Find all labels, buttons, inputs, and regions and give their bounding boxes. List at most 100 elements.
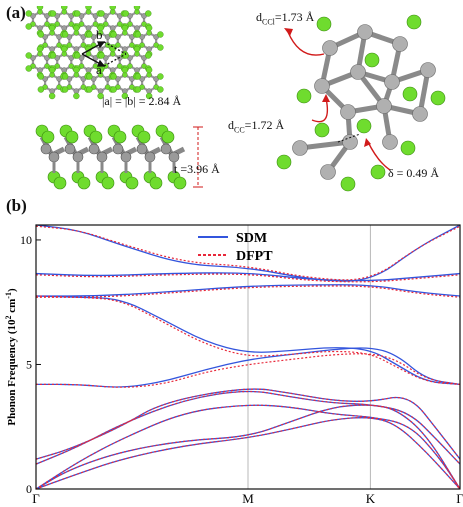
y-axis-label: Phonon Frequency (102 cm-1) xyxy=(4,288,19,426)
chlorine-atom xyxy=(133,6,141,11)
chlorine-atom xyxy=(145,66,153,74)
chlorine-atom xyxy=(316,16,332,32)
sdm-band-line xyxy=(35,284,461,297)
chlorine-atom xyxy=(145,10,152,17)
chlorine-atom xyxy=(121,66,129,74)
chlorine-atom-top xyxy=(113,130,127,144)
chlorine-atom xyxy=(276,154,292,170)
chlorine-atom xyxy=(86,31,93,38)
chlorine-atom xyxy=(134,86,142,93)
carbon-atom xyxy=(96,151,108,163)
chlorine-atom xyxy=(133,45,141,53)
dfpt-band-line xyxy=(36,353,461,388)
chlorine-atom xyxy=(400,140,416,156)
chlorine-atom xyxy=(49,10,57,17)
y-tick-label: 5 xyxy=(26,357,32,371)
chlorine-atom xyxy=(61,73,69,80)
chlorine-atom xyxy=(157,44,164,51)
dfpt-band-line xyxy=(35,388,461,460)
chlorine-atom xyxy=(145,24,153,32)
chlorine-atom xyxy=(37,86,45,93)
dfpt-band-line xyxy=(35,417,461,490)
sdm-band-line xyxy=(35,404,461,490)
chlorine-atom xyxy=(37,73,45,80)
perspective-structure xyxy=(276,14,446,192)
chlorine-atom xyxy=(98,52,105,59)
vector-b-label: b xyxy=(96,27,103,42)
chlorine-atom xyxy=(406,14,422,30)
chlorine-atom-top xyxy=(161,130,175,144)
chlorine-atom xyxy=(356,118,372,134)
dfpt-band-line xyxy=(35,225,461,281)
chlorine-atom xyxy=(48,66,56,74)
sdm-band-line xyxy=(35,295,461,386)
carbon-atom xyxy=(120,151,132,163)
thickness-text: t =3.96 Å xyxy=(174,162,220,176)
carbon-atom xyxy=(64,143,76,155)
chlorine-atom xyxy=(61,86,69,93)
carbon-atom xyxy=(420,62,436,78)
carbon-atom xyxy=(144,151,156,163)
chlorine-atom xyxy=(48,92,56,100)
legend-label-sdm: SDM xyxy=(236,231,267,246)
chlorine-atom-top xyxy=(89,130,103,144)
chlorine-atom xyxy=(314,122,330,138)
chlorine-atom-bottom xyxy=(125,176,139,190)
chlorine-atom xyxy=(25,65,32,72)
chlorine-atom xyxy=(97,92,104,100)
chlorine-atom xyxy=(73,92,80,100)
chlorine-atom xyxy=(109,45,116,53)
carbon-atom xyxy=(342,134,358,150)
y-tick-label: 0 xyxy=(26,482,32,496)
chlorine-atom-top xyxy=(137,130,151,144)
dfpt-band-line xyxy=(35,295,461,385)
carbon-atom xyxy=(384,74,400,90)
carbon-atom xyxy=(168,151,180,163)
chlorine-atom xyxy=(430,90,446,106)
chlorine-atom-bottom xyxy=(149,176,163,190)
chlorine-atom xyxy=(61,31,69,38)
carbon-atom xyxy=(48,151,60,163)
carbon-atom xyxy=(340,104,356,120)
y-tick-label: 10 xyxy=(20,233,32,247)
carbon-atom xyxy=(350,64,366,80)
sdm-band-line xyxy=(36,347,461,388)
perspective-bond xyxy=(299,139,351,151)
chlorine-atom-bottom xyxy=(101,176,115,190)
chlorine-atom xyxy=(121,92,129,100)
chlorine-atom xyxy=(145,92,153,100)
panel-a-label: (a) xyxy=(6,3,26,22)
lattice-constant-text: |a| = |b| = 2.84 Å xyxy=(102,94,182,108)
chlorine-atom xyxy=(86,73,93,80)
dfpt-band-line xyxy=(35,390,461,465)
carbon-atom xyxy=(136,143,148,155)
dcc-label: dCC=1.72 Å xyxy=(228,118,285,135)
chlorine-atom xyxy=(74,10,81,17)
chlorine-atom xyxy=(157,73,164,80)
carbon-atom xyxy=(160,143,172,155)
chlorine-atom xyxy=(74,52,81,59)
chlorine-atom xyxy=(109,6,116,11)
chlorine-atom xyxy=(85,6,92,11)
dccl-label: dCCl=1.73 Å xyxy=(256,10,315,27)
carbon-atom xyxy=(112,143,124,155)
chlorine-atom xyxy=(61,6,68,11)
lattice-vectors xyxy=(81,41,127,67)
chlorine-atom xyxy=(97,24,104,32)
chlorine-atom xyxy=(73,24,80,32)
carbon-atom xyxy=(320,164,336,180)
chlorine-atom xyxy=(37,31,45,38)
carbon-atom xyxy=(40,143,52,155)
chlorine-atom xyxy=(402,86,418,102)
chlorine-atom xyxy=(25,52,32,59)
chlorine-atom xyxy=(36,6,44,11)
chlorine-atom xyxy=(340,176,356,192)
chlorine-atom xyxy=(48,24,56,32)
carbon-atom xyxy=(314,78,330,94)
carbon-atom xyxy=(357,24,373,40)
chlorine-atom xyxy=(97,66,104,74)
chlorine-atom-bottom xyxy=(173,176,187,190)
kpoint-label: M xyxy=(242,491,254,506)
chlorine-atom xyxy=(145,52,152,59)
plot-frame xyxy=(35,224,461,490)
